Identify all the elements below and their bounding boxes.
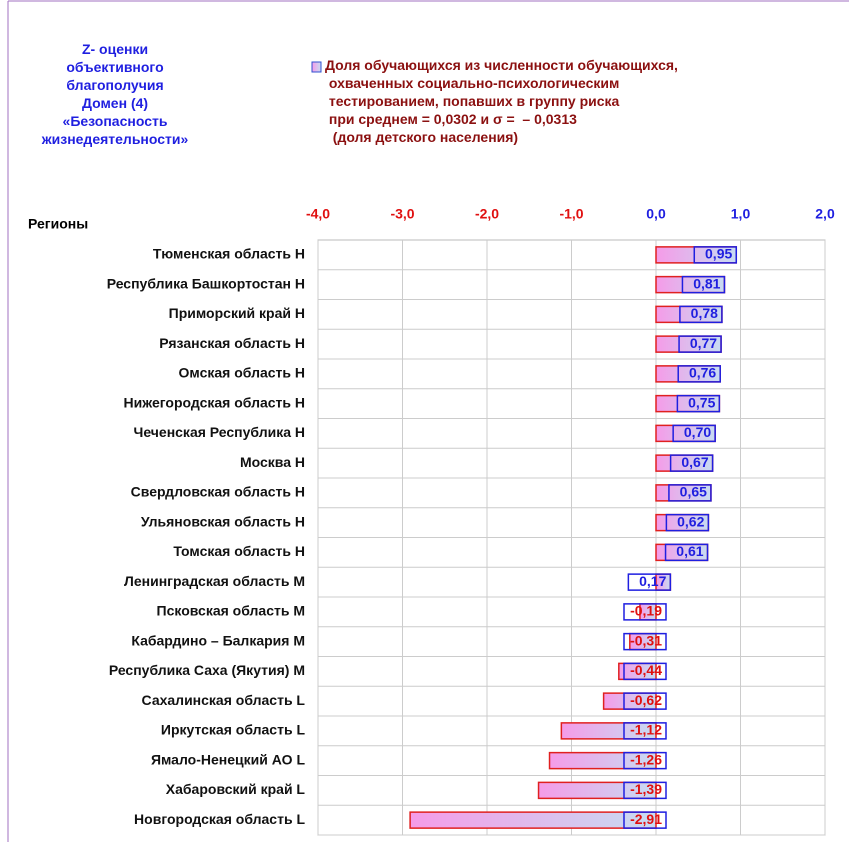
value-label-box bbox=[623, 811, 667, 829]
value-label: 0,95 bbox=[705, 246, 732, 262]
value-label: 0,61 bbox=[676, 543, 703, 559]
value-label-box bbox=[677, 365, 721, 383]
y-tick-label: Тюменская область Н bbox=[153, 246, 305, 262]
y-tick-label: Иркутская область L bbox=[161, 722, 306, 738]
y-tick-label: Нижегородская область Н bbox=[124, 394, 305, 410]
y-tick-label: Хабаровский край L bbox=[166, 781, 306, 797]
value-label: -0,19 bbox=[630, 603, 662, 619]
value-label: -0,62 bbox=[630, 692, 662, 708]
y-tick-label: Республика Башкортостан Н bbox=[107, 275, 305, 291]
bar bbox=[537, 781, 657, 800]
x-tick-label: -4,0 bbox=[306, 206, 330, 222]
legend-swatch bbox=[311, 61, 322, 73]
x-tick-label: 2,0 bbox=[815, 206, 835, 222]
y-tick-label: Чеченская Республика Н bbox=[134, 424, 306, 440]
y-tick-label: Москва Н bbox=[240, 454, 305, 470]
x-tick-label: 0,0 bbox=[646, 206, 666, 222]
value-label-box bbox=[676, 394, 721, 413]
value-label-box bbox=[669, 454, 714, 472]
legend-entry: Доля обучающихся из численности обучающи… bbox=[325, 57, 678, 145]
value-label-box bbox=[623, 692, 667, 710]
value-label-box bbox=[627, 573, 672, 591]
value-label-box bbox=[678, 335, 722, 353]
y-tick-label: Омская область Н bbox=[179, 365, 305, 381]
y-tick-label: Приморский край Н bbox=[169, 305, 305, 321]
value-label-box bbox=[623, 722, 667, 740]
title: Z- оценки объективного благополучия Доме… bbox=[41, 41, 189, 147]
value-label: 0,76 bbox=[689, 365, 716, 381]
value-label-box bbox=[623, 603, 667, 621]
bar bbox=[548, 751, 657, 770]
value-label-box bbox=[679, 305, 723, 324]
value-label-box bbox=[664, 543, 709, 562]
value-label: 0,62 bbox=[677, 513, 704, 529]
value-label: 0,70 bbox=[684, 424, 711, 440]
x-tick-label: -1,0 bbox=[559, 206, 583, 222]
x-tick-label: 1,0 bbox=[731, 206, 751, 222]
value-label-box bbox=[672, 424, 716, 443]
value-label-box bbox=[623, 751, 667, 770]
y-tick-label: Ленинградская область М bbox=[124, 573, 305, 589]
value-label-box bbox=[693, 246, 738, 264]
y-tick-label: Ульяновская область Н bbox=[141, 513, 305, 529]
y-tick-label: Ямало-Ненецкий АО L bbox=[151, 751, 306, 767]
value-label: -0,31 bbox=[630, 632, 662, 648]
value-label: 0,65 bbox=[680, 484, 707, 500]
value-label: -1,39 bbox=[630, 781, 662, 797]
value-label: -2,91 bbox=[630, 811, 662, 827]
bar bbox=[560, 722, 657, 740]
value-label-box bbox=[665, 513, 710, 532]
value-label: 0,75 bbox=[688, 394, 715, 410]
value-label-box bbox=[668, 484, 712, 502]
y-tick-label: Псковская область М bbox=[157, 603, 305, 619]
y-tick-label: Рязанская область Н bbox=[159, 335, 305, 351]
value-label-box bbox=[681, 275, 726, 294]
x-tick-label: -3,0 bbox=[390, 206, 414, 222]
y-tick-label: Новгородская область L bbox=[134, 811, 305, 827]
y-tick-label: Республика Саха (Якутия) М bbox=[109, 662, 305, 678]
y-tick-label: Томская область Н bbox=[173, 543, 305, 559]
value-label: 0,67 bbox=[681, 454, 708, 470]
value-label: 0,17 bbox=[639, 573, 666, 589]
bar bbox=[409, 811, 657, 829]
y-axis-label: Регионы bbox=[28, 216, 88, 232]
x-tick-label: -2,0 bbox=[475, 206, 499, 222]
y-tick-label: Свердловская область Н bbox=[131, 484, 305, 500]
value-label-box bbox=[623, 632, 667, 651]
y-tick-label: Сахалинская область L bbox=[142, 692, 306, 708]
value-label: -1,12 bbox=[630, 722, 662, 738]
value-label: 0,77 bbox=[690, 335, 717, 351]
value-label: -1,26 bbox=[630, 751, 662, 767]
value-label-box bbox=[623, 662, 667, 681]
y-tick-label: Кабардино – Балкария М bbox=[131, 632, 305, 648]
value-label-box bbox=[623, 781, 667, 800]
value-label: 0,78 bbox=[691, 305, 718, 321]
value-label: -0,44 bbox=[630, 662, 662, 678]
value-label: 0,81 bbox=[693, 275, 720, 291]
